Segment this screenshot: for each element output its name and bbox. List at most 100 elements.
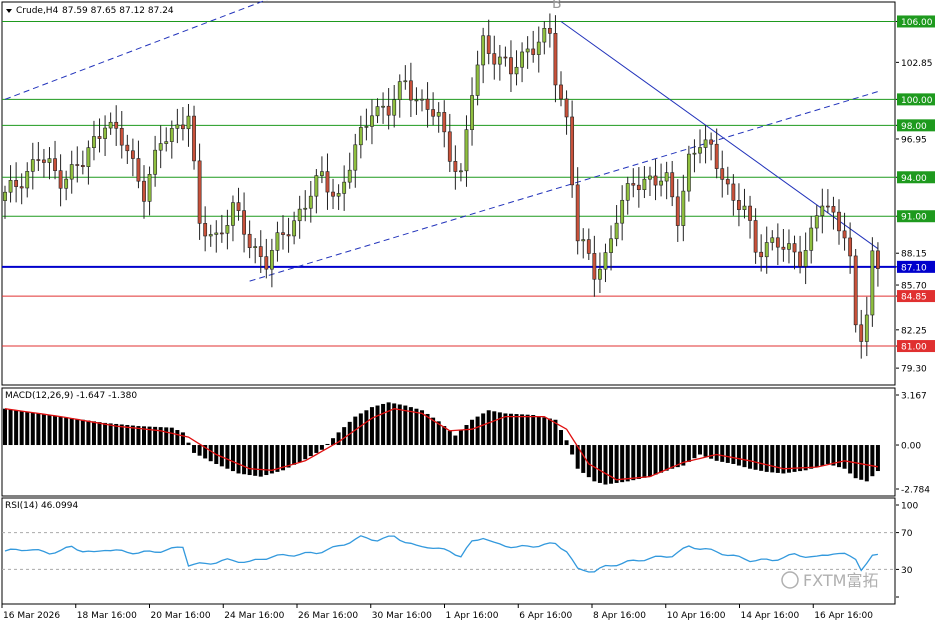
macd-bar: [698, 445, 702, 455]
macd-bar: [848, 445, 853, 474]
candle-body: [425, 98, 430, 110]
macd-bar: [197, 445, 202, 456]
macd-bar: [319, 445, 324, 450]
macd-bar: [397, 404, 402, 446]
macd-pane-border: [1, 387, 896, 497]
candle-body: [509, 57, 513, 75]
macd-bar: [870, 445, 875, 477]
macd-bar: [748, 445, 753, 469]
macd-bar: [497, 412, 502, 446]
macd-bar: [336, 432, 341, 446]
macd-bar: [153, 426, 158, 446]
candle-body: [542, 27, 547, 43]
candle-body: [225, 225, 230, 234]
macd-bar: [592, 445, 597, 482]
candle-body: [208, 234, 213, 237]
dropdown-triangle-icon[interactable]: [6, 9, 12, 13]
rsi-path: [4, 535, 878, 573]
candle-body: [492, 53, 497, 65]
candle-body: [670, 172, 675, 198]
macd-bar: [725, 445, 730, 463]
candle-body: [258, 246, 263, 257]
macd-bar: [247, 445, 252, 476]
rsi-levels: [2, 532, 896, 570]
candle-body: [675, 196, 680, 226]
candle-body: [142, 180, 146, 202]
candle-body: [514, 66, 519, 75]
candle-body: [792, 243, 797, 253]
rsi-pane[interactable]: 100 70 30 RSI(14) 46.0994 FXTM富拓: [1, 497, 918, 605]
price-pane[interactable]: 106.00 102.85 100.00 98.00 96.95 94.00 91.00 88…: [1, 0, 935, 386]
macd-bar: [709, 445, 714, 459]
macd-bar: [820, 445, 825, 466]
macd-bar: [180, 432, 185, 446]
macd-bar: [458, 430, 463, 446]
candle-body: [336, 193, 341, 197]
time-tick-label: 6 Apr 16:00: [519, 611, 572, 621]
macd-bar: [492, 411, 497, 446]
time-tick-label: 14 Apr 16:00: [741, 611, 800, 621]
macd-bar: [631, 445, 636, 481]
macd-bar: [875, 445, 880, 472]
candle-body: [30, 159, 35, 172]
macd-bar: [798, 445, 803, 472]
macd-bar: [837, 445, 841, 468]
candle-body: [69, 164, 74, 180]
symbol-label: Crude,H4: [16, 6, 59, 16]
macd-bar: [692, 445, 697, 459]
macd-bar: [331, 438, 336, 446]
candle-body: [475, 64, 480, 96]
macd-bar: [525, 414, 530, 446]
candle-body: [464, 129, 469, 172]
macd-bar: [731, 445, 736, 464]
time-tick-label: 18 Mar 16:00: [77, 611, 137, 621]
macd-bar: [147, 426, 152, 446]
macd-bar: [431, 417, 436, 446]
macd-bar: [686, 445, 691, 462]
macd-bar: [559, 430, 563, 446]
macd-bar: [314, 445, 319, 453]
macd-bar: [609, 445, 614, 484]
candle-body: [364, 126, 369, 128]
candle-body: [431, 109, 436, 117]
candle-body: [192, 115, 196, 162]
macd-bar: [253, 445, 258, 476]
macd-bar: [47, 415, 52, 446]
macd-bar: [358, 413, 363, 446]
candle-body: [292, 220, 297, 237]
price-tag-bg: [897, 340, 935, 353]
price-tag-bg: [897, 260, 935, 273]
macd-bar: [547, 418, 552, 446]
macd-bar: [825, 445, 830, 464]
candle-body: [414, 99, 419, 102]
macd-bar: [25, 411, 30, 446]
candle-body: [53, 158, 57, 171]
price-tick-label: 82.25: [901, 326, 927, 336]
candle-body: [625, 183, 630, 201]
candle-body: [636, 184, 641, 190]
candle-body: [453, 161, 458, 172]
macd-bar: [381, 403, 386, 446]
macd-bar: [764, 445, 769, 472]
macd-bar: [803, 445, 808, 471]
candle-body: [203, 223, 208, 237]
candle-body: [603, 252, 608, 270]
macd-bar: [420, 410, 424, 446]
candle-body: [297, 208, 302, 222]
candle-body: [231, 202, 235, 226]
candle-body: [564, 98, 569, 118]
price-trendlines: [4, 0, 879, 282]
macd-bar: [364, 410, 369, 446]
macd-bar: [186, 442, 191, 446]
macd-bar: [809, 445, 814, 469]
candle-body: [720, 168, 725, 180]
price-tag-label: 94.00: [901, 174, 927, 184]
macd-pane[interactable]: 3.167 0.00 -2.784 MACD(12,26,9) -1.647 -1.…: [1, 387, 930, 497]
macd-bar: [720, 445, 725, 462]
candle-body: [787, 243, 791, 250]
macd-bar: [208, 445, 213, 462]
candle-body: [820, 205, 825, 216]
price-tag-bg: [897, 119, 935, 132]
macd-bar: [164, 427, 169, 446]
